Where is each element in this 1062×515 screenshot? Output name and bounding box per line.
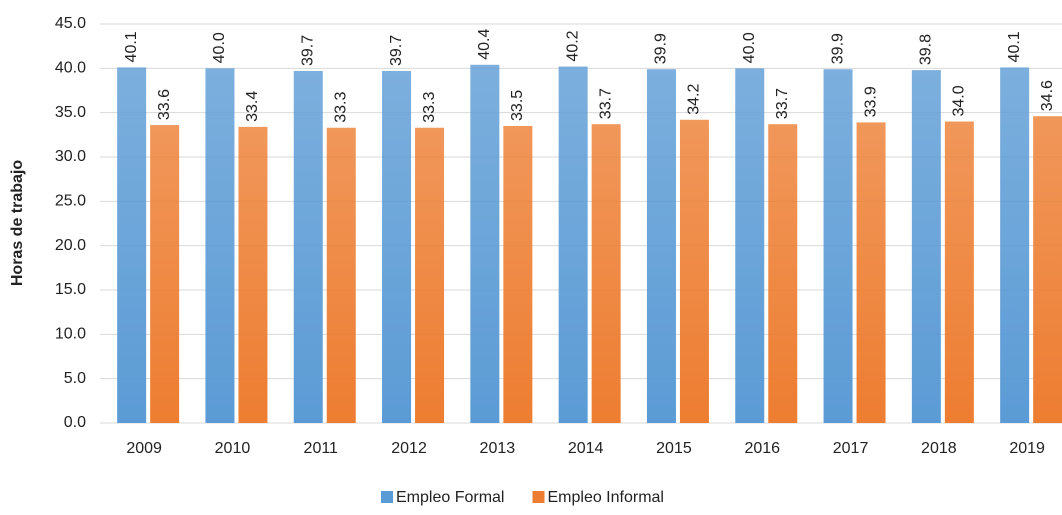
bar (503, 125, 533, 423)
data-label: 40.0 (741, 32, 758, 63)
bar (1000, 67, 1030, 424)
bar (415, 127, 445, 424)
bar (326, 127, 356, 424)
data-label: 33.6 (156, 89, 173, 120)
legend-swatch (381, 491, 393, 503)
bar (382, 70, 412, 423)
data-label: 34.2 (686, 84, 703, 115)
bar (470, 64, 500, 423)
x-tick-label: 2012 (391, 440, 427, 457)
x-tick-label: 2014 (568, 440, 604, 457)
data-label: 40.2 (564, 30, 581, 61)
data-label: 33.7 (597, 88, 614, 119)
y-tick-label: 15.0 (55, 281, 86, 298)
data-label: 33.7 (774, 88, 791, 119)
bar (205, 68, 235, 423)
x-tick-label: 2011 (304, 440, 339, 457)
data-label: 40.4 (476, 29, 493, 60)
data-label: 39.9 (653, 33, 670, 64)
bar (150, 125, 180, 423)
data-label: 33.3 (421, 91, 438, 122)
data-label: 33.4 (244, 91, 261, 122)
bar (293, 70, 323, 423)
legend-label: Empleo Informal (547, 489, 664, 506)
y-tick-label: 20.0 (55, 237, 86, 254)
bar (679, 119, 709, 423)
bar (856, 122, 886, 424)
bar (944, 121, 974, 424)
y-tick-label: 45.0 (55, 15, 86, 32)
y-tick-label: 0.0 (64, 414, 86, 431)
x-tick-label: 2009 (126, 440, 162, 457)
bar (823, 69, 853, 423)
y-tick-label: 35.0 (55, 104, 86, 121)
data-label: 33.5 (509, 90, 526, 121)
bar (558, 66, 588, 423)
bar (768, 124, 798, 424)
bar (117, 67, 147, 424)
data-label: 40.1 (123, 31, 140, 62)
data-label: 34.0 (951, 85, 968, 116)
bar (1033, 116, 1062, 424)
y-tick-label: 30.0 (55, 148, 86, 165)
x-tick-label: 2010 (215, 440, 251, 457)
data-label: 40.0 (211, 32, 228, 63)
x-tick-label: 2015 (656, 440, 692, 457)
legend-swatch (532, 491, 545, 503)
data-label: 40.1 (1006, 31, 1023, 62)
x-tick-label: 2016 (744, 440, 780, 457)
data-label: 39.7 (388, 35, 405, 66)
data-label: 39.8 (918, 34, 935, 65)
y-tick-label: 5.0 (64, 370, 86, 387)
bar (591, 124, 621, 424)
x-tick-label: 2017 (833, 440, 869, 457)
y-tick-label: 40.0 (55, 60, 86, 77)
bar (735, 68, 765, 423)
x-tick-label: 2019 (1009, 440, 1045, 457)
y-tick-label: 10.0 (55, 326, 86, 343)
data-label: 33.3 (332, 91, 349, 122)
bar (646, 69, 676, 423)
y-tick-label: 25.0 (55, 193, 86, 210)
data-label: 34.6 (1039, 80, 1056, 111)
legend-label: Empleo Formal (396, 489, 504, 506)
x-tick-label: 2013 (480, 440, 516, 457)
bar (911, 70, 941, 424)
y-axis-title: Horas de trabajo (9, 160, 26, 286)
data-label: 39.9 (829, 33, 846, 64)
bar (238, 126, 268, 423)
data-label: 33.9 (862, 86, 879, 117)
data-label: 39.7 (299, 35, 316, 66)
x-tick-label: 2018 (921, 440, 957, 457)
